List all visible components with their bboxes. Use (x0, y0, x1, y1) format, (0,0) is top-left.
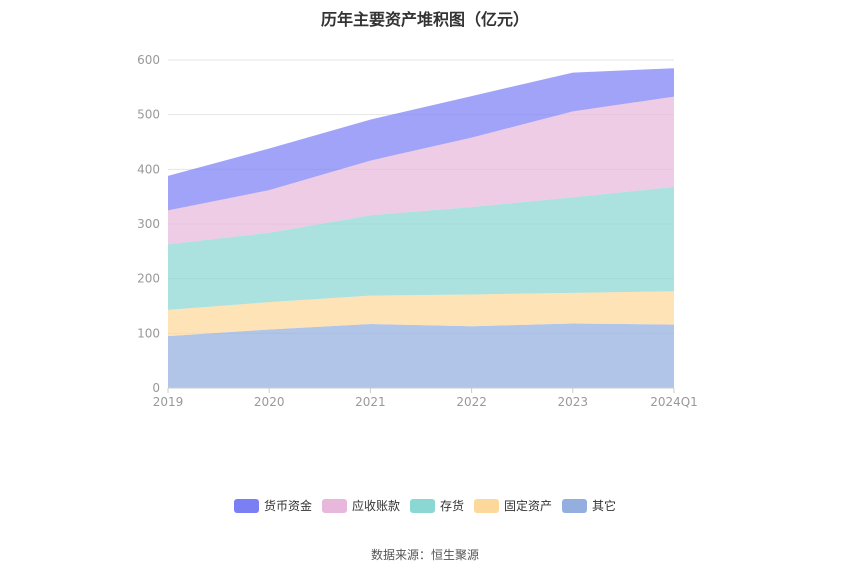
x-tick-label: 2021 (355, 395, 386, 409)
area-固定资产 (168, 291, 674, 337)
legend-swatch (474, 498, 499, 513)
y-tick-label: 200 (137, 272, 160, 286)
legend-item[interactable]: 固定资产 (474, 497, 552, 514)
y-tick-label: 500 (137, 108, 160, 122)
y-tick-label: 600 (137, 53, 160, 67)
y-tick-label: 100 (137, 326, 160, 340)
legend-item[interactable]: 货币资金 (233, 497, 312, 514)
x-tick-label: 2023 (558, 395, 589, 409)
legend-swatch (321, 498, 347, 513)
x-tick-label: 2019 (153, 395, 184, 409)
legend-swatch (562, 498, 588, 513)
chart-title: 历年主要资产堆积图（亿元） (320, 10, 529, 29)
x-tick-label: 2024Q1 (650, 395, 698, 409)
area-应收账款 (168, 96, 674, 245)
y-tick-label: 300 (137, 217, 160, 231)
legend-label: 固定资产 (504, 499, 553, 513)
legend-label: 应收账款 (351, 499, 400, 513)
area-货币资金 (168, 68, 674, 211)
legend-label: 货币资金 (263, 499, 312, 513)
x-tick-label: 2020 (254, 395, 285, 409)
y-tick-label: 0 (152, 381, 160, 395)
legend-item[interactable]: 其它 (562, 497, 616, 514)
legend-item[interactable]: 存货 (409, 497, 464, 514)
stacked-area-chart: 0 100 200 300 400 500 600 2019 2020 2021 2022 2023 2… (137, 53, 698, 409)
chart-legend: 货币资金 应收账款 存货 固定资产 其它 (0, 497, 850, 514)
legend-swatch (409, 498, 435, 513)
legend-label: 存货 (439, 499, 464, 513)
legend-swatch (233, 498, 259, 513)
x-tick-label: 2022 (456, 395, 487, 409)
data-source: 数据来源：恒生聚源 (370, 548, 479, 562)
area-存货 (168, 186, 674, 310)
y-tick-label: 400 (137, 162, 160, 176)
area-其它 (168, 323, 674, 388)
legend-item[interactable]: 应收账款 (321, 497, 400, 514)
legend-label: 其它 (592, 499, 617, 513)
